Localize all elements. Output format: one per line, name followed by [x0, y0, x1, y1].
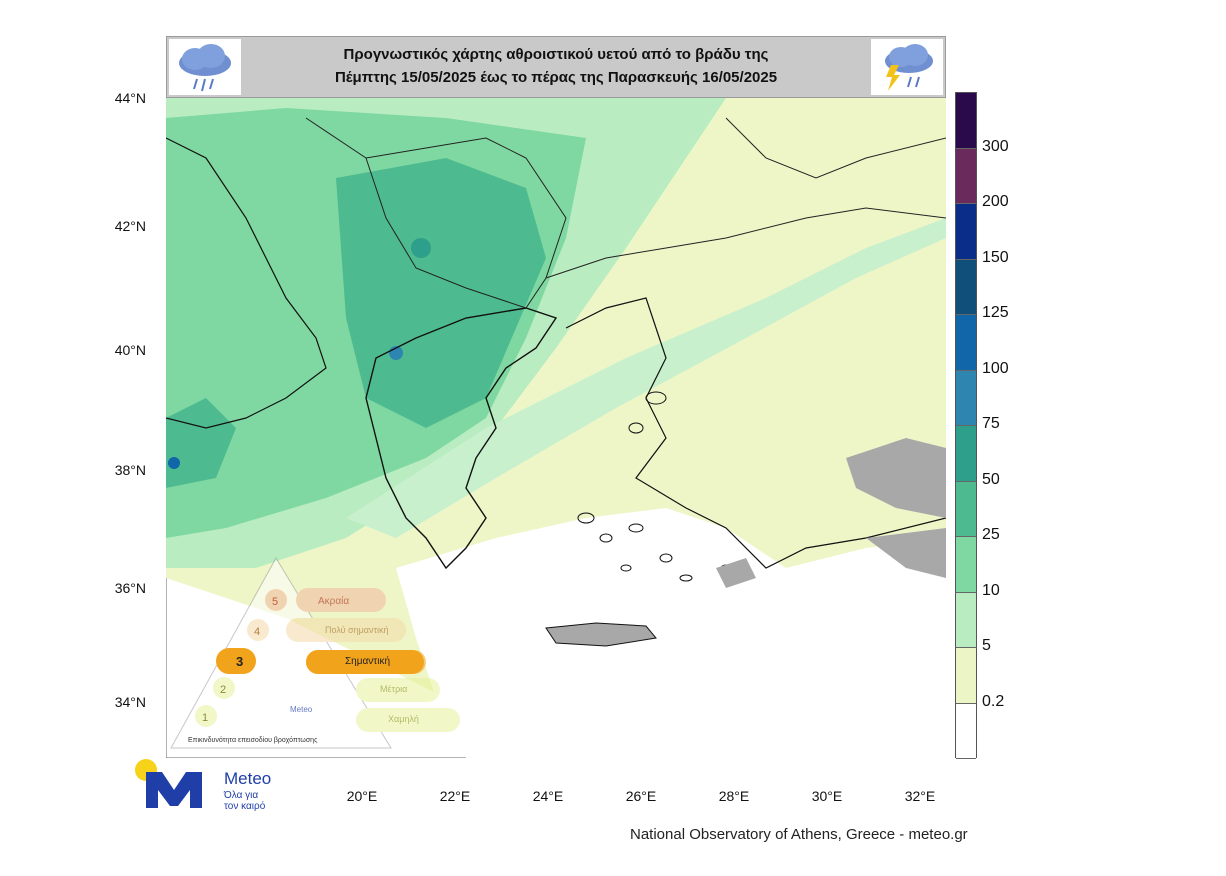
warning-level-1: 1 — [202, 712, 208, 724]
legend-swatch — [956, 148, 976, 204]
rain-zone-5-10-band — [346, 218, 946, 538]
legend-swatch — [956, 204, 976, 260]
lat-tick-40: 40°N — [114, 342, 146, 358]
warning-label-significant: Σημαντική — [345, 656, 391, 667]
lon-tick-32: 32°E — [904, 788, 936, 804]
lon-tick-26: 26°E — [625, 788, 657, 804]
title-line-1: Προγνωστικός χάρτης αθροιστικού υετού απ… — [343, 46, 769, 63]
legend-label: 125 — [982, 304, 1009, 321]
legend-label: 50 — [982, 470, 1000, 488]
turkey-coast — [565, 297, 946, 569]
legend-swatch — [956, 592, 976, 648]
lat-tick-38: 38°N — [114, 462, 146, 478]
legend-swatch — [956, 481, 976, 537]
legend-swatch — [956, 370, 976, 426]
lat-tick-44: 44°N — [114, 90, 146, 106]
map-title-bar: Προγνωστικός χάρτης αθροιστικού υετού απ… — [166, 36, 946, 98]
warning-label-extreme: Ακραία — [318, 596, 350, 607]
legend-label: 150 — [982, 248, 1009, 266]
dry-zone — [396, 508, 946, 758]
legend-label: 100 — [982, 359, 1009, 377]
italy-coast — [166, 137, 327, 429]
legend-swatch — [956, 426, 976, 482]
legend-label: 5 — [982, 637, 991, 654]
lon-tick-28: 28°E — [718, 788, 750, 804]
crete-island — [545, 622, 657, 647]
credit-text: National Observatory of Athens, Greece -… — [630, 826, 968, 843]
legend-label: 25 — [982, 526, 1000, 543]
rain-cloud-icon — [169, 39, 241, 95]
rain-zone-25-50-west — [166, 398, 236, 488]
legend-swatch — [956, 703, 976, 759]
warning-level-5: 5 — [272, 596, 278, 608]
lat-tick-34: 34°N — [114, 694, 146, 710]
warning-label-low: Χαμηλή — [388, 714, 419, 724]
legend-swatch — [956, 648, 976, 704]
legend-swatch — [956, 259, 976, 315]
precipitation-legend — [955, 92, 977, 759]
warning-label-very-significant: Πολύ σημαντική — [325, 625, 389, 635]
title-line-2: Πέμπτης 15/05/2025 έως το πέρας της Παρα… — [334, 69, 778, 86]
legend-swatch — [956, 537, 976, 593]
legend-label: 0.2 — [982, 692, 1005, 710]
meteo-logo — [135, 759, 202, 808]
warning-level-3: 3 — [236, 654, 243, 669]
lon-tick-22: 22°E — [439, 788, 471, 804]
greece-outline — [365, 307, 558, 570]
meteo-logo-tagline: Όλα για τον καιρό — [224, 790, 266, 812]
lon-tick-24: 24°E — [532, 788, 564, 804]
lat-tick-36: 36°N — [114, 580, 146, 596]
warning-level-2: 2 — [220, 684, 226, 696]
lat-tick-42: 42°N — [114, 218, 146, 234]
warning-scale-brand: Meteo — [290, 705, 313, 714]
lon-tick-20: 20°E — [346, 788, 378, 804]
precipitation-map: 5 4 3 2 1 — [166, 98, 946, 758]
lon-tick-30: 30°E — [811, 788, 843, 804]
legend-swatch — [956, 315, 976, 371]
legend-label: 10 — [982, 581, 1000, 599]
legend-swatch — [956, 93, 976, 149]
legend-label: 300 — [982, 137, 1009, 155]
warning-scale-caption: Επικινδυνότητα επεισοδίου βροχόπτωσης — [188, 737, 318, 744]
thunderstorm-cloud-icon — [871, 39, 943, 95]
warning-label-moderate: Μέτρια — [380, 684, 408, 694]
meteo-logo-text: Meteo — [224, 769, 272, 788]
warning-scale-active-level — [216, 648, 424, 674]
rain-zone-25-50 — [336, 158, 546, 428]
warning-level-4: 4 — [254, 626, 260, 638]
legend-label: 75 — [982, 415, 1000, 432]
legend-label: 200 — [982, 193, 1009, 210]
